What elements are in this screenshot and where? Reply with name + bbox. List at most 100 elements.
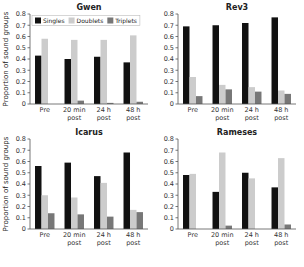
x-tick-label: 48 hpost — [126, 231, 141, 247]
x-tick-label-line: Pre — [188, 106, 198, 114]
panel: Rev300.10.20.30.40.50.60.70.8Pre20 minpo… — [164, 3, 296, 122]
x-tick-label-line: post — [126, 114, 140, 122]
bar — [124, 153, 130, 230]
x-tick-label-line: Pre — [40, 106, 50, 114]
figure: Gwen 0 0.1 0.2 0.3 0.4 0.5 0.6 0.7 0.8 Proportion … — [0, 0, 304, 267]
y-tick-label: 0.1 — [16, 214, 26, 222]
y-tick-label: 0.6 — [16, 158, 26, 166]
bar — [136, 212, 142, 229]
bar — [94, 57, 100, 104]
bar — [213, 25, 219, 104]
bar — [77, 101, 83, 104]
bar — [255, 92, 261, 104]
bar — [190, 174, 196, 229]
x-tick-label-line: post — [97, 239, 111, 247]
bar — [130, 210, 136, 229]
y-tick-label: 0.2 — [16, 78, 26, 86]
y-tick-label: 0.8 — [16, 10, 26, 18]
y-tick-label: 0.3 — [16, 67, 26, 75]
legend-label: Triplets — [114, 17, 137, 25]
y-tick-label: 0.4 — [164, 180, 174, 188]
x-tick-label: 20 minpost — [211, 231, 234, 247]
title: Icarus — [75, 128, 103, 137]
bar — [196, 96, 202, 104]
y-tick-label: 0.8 — [16, 135, 26, 143]
bar — [42, 195, 48, 229]
y-tick-label: 0.5 — [164, 44, 174, 52]
y-tick-label: 0.5 — [164, 169, 174, 177]
x-axis — [30, 104, 148, 105]
bar — [219, 85, 225, 104]
legend-label: Singles — [43, 17, 65, 25]
y-tick-label: 0.2 — [164, 203, 174, 211]
x-tick-label: 20 minpost — [211, 106, 234, 122]
x-tick-label: 24 hpost — [97, 106, 112, 122]
bars — [183, 17, 291, 104]
bar — [183, 175, 189, 229]
y-tick-label: 0.3 — [164, 67, 174, 75]
legend-box — [32, 16, 140, 26]
y-axis — [30, 139, 31, 229]
x-tick-label: Pre — [188, 231, 198, 239]
bar — [65, 59, 71, 104]
x-tick-label-line: post — [67, 239, 81, 247]
bar — [242, 23, 248, 104]
y-tick-label: 0.3 — [164, 192, 174, 200]
x-tick-label-line: post — [215, 114, 229, 122]
x-tick-label-line: post — [245, 114, 259, 122]
title: Gwen — [76, 3, 101, 12]
bar — [77, 214, 83, 229]
y-tick-label: 0.4 — [16, 180, 26, 188]
y-tick-label: 0.6 — [164, 158, 174, 166]
bar — [101, 40, 107, 104]
y-axis-label: Proportion of sound groups — [2, 136, 10, 231]
bar — [42, 39, 48, 104]
bar — [213, 192, 219, 229]
x-tick-label-line: post — [245, 239, 259, 247]
bar — [278, 158, 284, 229]
panel: Icarus00.10.20.30.40.50.60.70.8Proportio… — [2, 128, 148, 247]
bar — [284, 225, 290, 230]
bars — [35, 35, 143, 104]
panel: Rameses00.10.20.30.40.50.60.70.8Pre20 mi… — [164, 128, 296, 247]
bar — [130, 35, 136, 104]
bar — [183, 26, 189, 104]
y-axis — [30, 14, 31, 104]
x-tick-label-line: post — [67, 114, 81, 122]
y-tick-label: 0.8 — [164, 135, 174, 143]
y-tick-label: 0 — [170, 100, 174, 108]
y-tick-label: 0 — [22, 225, 26, 233]
bar — [272, 17, 278, 104]
bar — [35, 166, 41, 229]
x-tick-label-line: post — [274, 239, 288, 247]
y-tick-label: 0.4 — [164, 55, 174, 63]
x-tick-label: 24 hpost — [245, 231, 260, 247]
x-tick-label: Pre — [40, 106, 50, 114]
bar — [124, 62, 130, 104]
y-tick-label: 0.2 — [16, 203, 26, 211]
bar — [249, 178, 255, 229]
x-tick-label-line: post — [274, 114, 288, 122]
x-tick-label-line: post — [97, 114, 111, 122]
y-tick-label: 0.1 — [16, 89, 26, 97]
title: Rameses — [217, 128, 258, 137]
y-tick-label: 0.7 — [164, 147, 174, 155]
y-tick-label: 0.7 — [164, 22, 174, 30]
legend: SinglesDoubletsTriplets — [32, 16, 140, 26]
x-axis — [30, 229, 148, 230]
bar — [48, 213, 54, 229]
bar — [242, 173, 248, 229]
legend-swatch — [69, 18, 75, 24]
panel: Gwen00.10.20.30.40.50.60.70.8Proportion … — [2, 3, 148, 122]
y-tick-label: 0.1 — [164, 89, 174, 97]
bar — [94, 176, 100, 229]
y-axis — [178, 139, 179, 229]
x-tick-label: 20 minpost — [63, 106, 86, 122]
x-tick-label-line: post — [215, 239, 229, 247]
x-tick-label: Pre — [40, 231, 50, 239]
y-tick-label: 0.3 — [16, 192, 26, 200]
x-tick-label: 24 hpost — [245, 106, 260, 122]
y-tick-label: 0.5 — [16, 44, 26, 52]
y-tick-label: 0.8 — [164, 10, 174, 18]
y-axis-label: Proportion of sound groups — [2, 11, 10, 106]
